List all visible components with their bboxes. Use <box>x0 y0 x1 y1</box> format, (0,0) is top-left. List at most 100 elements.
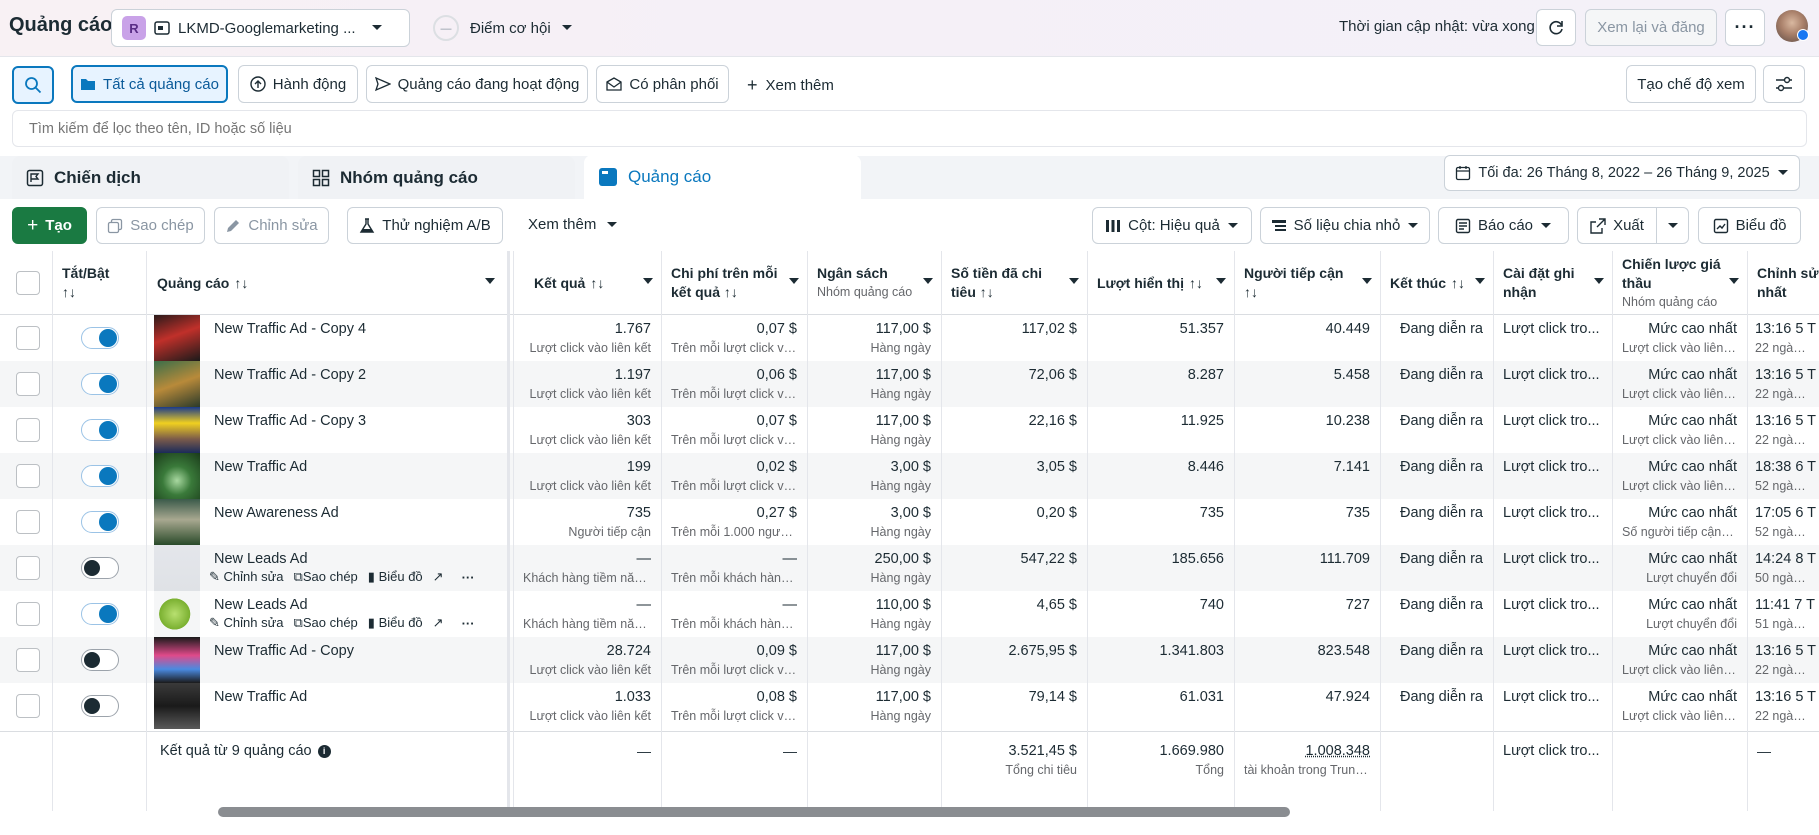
table-row[interactable]: New Leads Ad ✎ Chỉnh sửa ⧉Sao chép ▮ Biể… <box>0 545 1819 591</box>
horizontal-scrollbar[interactable] <box>218 807 1290 817</box>
row-status-toggle[interactable] <box>81 373 119 395</box>
footer-reach-value[interactable]: 1.008.348 <box>1305 743 1370 759</box>
row-status-toggle[interactable] <box>81 465 119 487</box>
col-amount-spent[interactable]: Số tiền đã chi tiêu ↑↓ <box>941 251 1087 315</box>
table-row[interactable]: New Traffic Ad - Copy 2 1.197 Lượt click… <box>0 361 1819 407</box>
ad-name-cell[interactable]: New Traffic Ad <box>204 683 504 729</box>
table-row[interactable]: New Awareness Ad 735 Người tiếp cận 0,27… <box>0 499 1819 545</box>
export-dropdown-button[interactable] <box>1656 207 1689 244</box>
row-copy-action[interactable]: ⧉Sao chép <box>294 569 358 585</box>
toolbar-more-button[interactable]: Xem thêm <box>528 216 618 233</box>
row-open-icon[interactable]: ↗ <box>432 615 444 630</box>
col-impressions[interactable]: Lượt hiển thị ↑↓ <box>1087 251 1234 315</box>
filter-delivered[interactable]: Có phân phối <box>596 65 729 103</box>
row-checkbox[interactable] <box>16 602 40 626</box>
col-end[interactable]: Kết thúc ↑↓ <box>1380 251 1493 315</box>
row-status-toggle[interactable] <box>81 649 119 671</box>
select-all-checkbox[interactable] <box>16 271 40 295</box>
copy-button[interactable]: Sao chép <box>96 207 205 244</box>
row-checkbox[interactable] <box>16 648 40 672</box>
filter-actions[interactable]: Hành động <box>238 65 358 103</box>
ab-test-button[interactable]: Thử nghiệm A/B <box>347 207 503 244</box>
ad-name-cell[interactable]: New Traffic Ad - Copy 2 <box>204 361 504 407</box>
ad-name[interactable]: New Traffic Ad <box>214 459 308 475</box>
row-status-toggle[interactable] <box>81 419 119 441</box>
export-button[interactable]: Xuất <box>1577 207 1657 244</box>
tab-ads[interactable]: Quảng cáo <box>584 155 861 199</box>
row-checkbox[interactable] <box>16 418 40 442</box>
row-status-toggle[interactable] <box>81 603 119 625</box>
row-edit-action[interactable]: ✎ Chỉnh sửa <box>209 615 284 631</box>
tab-campaigns[interactable]: Chiến dịch <box>12 156 289 199</box>
ad-name-cell[interactable]: New Leads Ad <box>204 591 504 637</box>
filter-active-ads[interactable]: Quảng cáo đang hoạt động <box>366 65 588 103</box>
row-checkbox[interactable] <box>16 372 40 396</box>
row-status-toggle[interactable] <box>81 557 119 579</box>
edit-button[interactable]: Chỉnh sửa <box>214 207 329 244</box>
ad-name[interactable]: New Traffic Ad - Copy 4 <box>214 321 367 337</box>
date-range-picker[interactable]: Tối đa: 26 Tháng 8, 2022 – 26 Tháng 9, 2… <box>1444 155 1800 191</box>
ad-thumbnail[interactable] <box>154 315 200 361</box>
create-button[interactable]: + Tạo <box>12 207 87 244</box>
row-copy-action[interactable]: ⧉Sao chép <box>294 615 358 631</box>
ad-name[interactable]: New Traffic Ad <box>214 689 308 705</box>
row-more-icon[interactable]: ··· <box>461 615 475 631</box>
budget-cell[interactable]: 117,00 $ Hàng ngày <box>807 637 941 683</box>
row-checkbox[interactable] <box>16 326 40 350</box>
ad-thumbnail[interactable] <box>154 545 200 591</box>
opportunity-score[interactable]: — Điểm cơ hội <box>432 13 573 43</box>
budget-cell[interactable]: 117,00 $ Hàng ngày <box>807 361 941 407</box>
ad-name-cell[interactable]: New Traffic Ad - Copy 3 <box>204 407 504 453</box>
ad-name-cell[interactable]: New Traffic Ad <box>204 453 504 499</box>
row-checkbox[interactable] <box>16 464 40 488</box>
ad-thumbnail[interactable] <box>154 361 200 407</box>
account-selector[interactable]: R LKMD-Googlemarketing ... <box>111 9 410 47</box>
budget-cell[interactable]: 110,00 $ Hàng ngày <box>807 591 941 637</box>
budget-cell[interactable]: 3,00 $ Hàng ngày <box>807 453 941 499</box>
row-status-toggle[interactable] <box>81 511 119 533</box>
row-checkbox[interactable] <box>16 510 40 534</box>
ad-thumbnail[interactable] <box>154 591 200 637</box>
budget-cell[interactable]: 117,00 $ Hàng ngày <box>807 407 941 453</box>
ad-thumbnail[interactable] <box>154 407 200 453</box>
table-row[interactable]: New Leads Ad ✎ Chỉnh sửa ⧉Sao chép ▮ Biể… <box>0 591 1819 637</box>
ad-name-cell[interactable]: New Awareness Ad <box>204 499 504 545</box>
row-more-icon[interactable]: ··· <box>461 569 475 585</box>
row-chart-action[interactable]: ▮ Biểu đồ <box>368 569 423 585</box>
row-open-icon[interactable]: ↗ <box>432 569 444 584</box>
col-attribution[interactable]: Cài đặt ghi nhận <box>1493 251 1612 315</box>
col-results[interactable]: Kết quả ↑↓ <box>524 251 661 315</box>
ad-name[interactable]: New Traffic Ad - Copy 2 <box>214 367 367 383</box>
table-row[interactable]: New Traffic Ad 199 Lượt click vào liên k… <box>0 453 1819 499</box>
reports-button[interactable]: Báo cáo <box>1438 207 1569 244</box>
col-cost-per-result[interactable]: Chi phí trên mỗi kết quả ↑↓ <box>661 251 807 315</box>
table-row[interactable]: New Traffic Ad - Copy 3 303 Lượt click v… <box>0 407 1819 453</box>
ad-thumbnail[interactable] <box>154 637 200 683</box>
refresh-button[interactable] <box>1536 9 1576 46</box>
ad-name[interactable]: New Traffic Ad - Copy <box>214 643 354 659</box>
row-edit-action[interactable]: ✎ Chỉnh sửa <box>209 569 284 585</box>
tab-adsets[interactable]: Nhóm quảng cáo <box>298 156 575 199</box>
ad-name[interactable]: New Leads Ad <box>214 597 308 613</box>
breakdown-button[interactable]: Số liệu chia nhỏ <box>1260 207 1430 244</box>
col-toggle[interactable]: Tắt/Bật ↑↓ <box>52 251 146 315</box>
more-filters-button[interactable]: + Xem thêm <box>747 75 834 96</box>
view-settings-button[interactable] <box>1763 65 1805 103</box>
ad-thumbnail[interactable] <box>154 499 200 545</box>
row-chart-action[interactable]: ▮ Biểu đồ <box>368 615 423 631</box>
review-publish-button[interactable]: Xem lại và đăng <box>1585 9 1717 46</box>
budget-cell[interactable]: 117,00 $ Hàng ngày <box>807 683 941 729</box>
search-filter-bar[interactable] <box>12 110 1807 147</box>
col-ad-name[interactable]: Quảng cáo ↑↓ <box>147 251 503 315</box>
ad-thumbnail[interactable] <box>154 683 200 729</box>
col-budget[interactable]: Ngân sách Nhóm quảng cáo <box>807 251 941 315</box>
ad-name-cell[interactable]: New Traffic Ad - Copy 4 <box>204 315 504 361</box>
info-icon[interactable]: i <box>317 745 331 758</box>
table-row[interactable]: New Traffic Ad - Copy 4 1.767 Lượt click… <box>0 315 1819 361</box>
budget-cell[interactable]: 117,00 $ Hàng ngày <box>807 315 941 361</box>
ad-name-cell[interactable]: New Leads Ad <box>204 545 504 591</box>
create-view-button[interactable]: Tạo chế độ xem <box>1626 65 1756 103</box>
filter-all-ads[interactable]: Tất cả quảng cáo <box>71 65 228 103</box>
budget-cell[interactable]: 3,00 $ Hàng ngày <box>807 499 941 545</box>
search-button[interactable] <box>12 66 54 104</box>
